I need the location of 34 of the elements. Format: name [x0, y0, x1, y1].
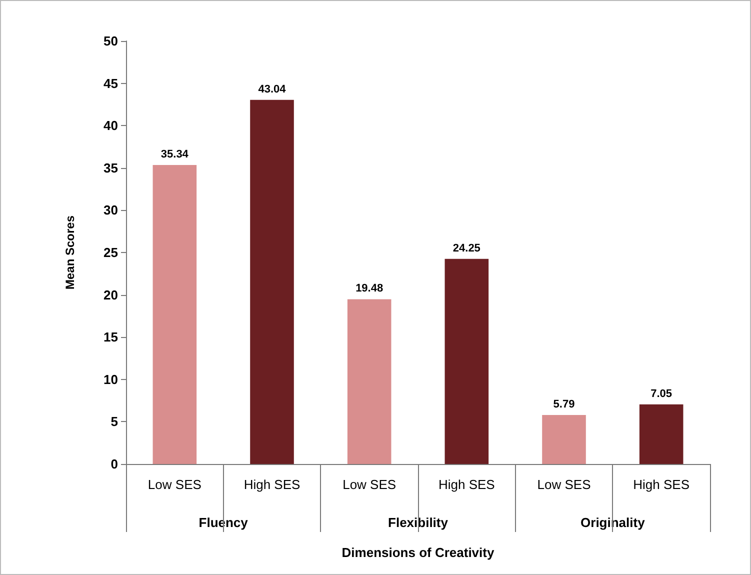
data-label: 19.48 — [356, 282, 384, 295]
y-tick-label: 50 — [104, 34, 118, 48]
text: Fluency — [198, 515, 249, 530]
y-tick-label: 5 — [110, 414, 118, 430]
x-tick-label: High SES — [438, 477, 496, 492]
x-tick-label: Low SES — [148, 477, 202, 492]
y-tick-label: 0 — [110, 456, 118, 472]
x-tick-label: Low SES — [342, 477, 396, 492]
bar — [542, 415, 586, 464]
y-tick-label: 30 — [104, 202, 118, 218]
y-tick-label: 10 — [104, 372, 118, 387]
y-axis-title: Mean Scores — [63, 215, 77, 290]
y-tick-label: 15 — [104, 330, 118, 345]
bar — [444, 258, 489, 464]
y-tick-label: 45 — [104, 76, 118, 91]
x-tick-label: Low SES — [537, 477, 592, 492]
bar — [347, 299, 392, 464]
y-tick-label: 35 — [104, 160, 118, 176]
data-label: 5.79 — [553, 398, 575, 411]
x-axis-title: Dimensions of Creativity — [342, 545, 495, 560]
text: Originality — [580, 515, 646, 530]
data-label: 43.04 — [258, 83, 287, 96]
bar — [639, 404, 684, 464]
data-label: 35.34 — [160, 148, 190, 161]
x-tick-label: High SES — [244, 477, 300, 492]
bar — [250, 100, 294, 464]
data-label: 7.05 — [650, 388, 672, 400]
bar — [152, 165, 197, 464]
data-label: 24.25 — [452, 242, 480, 254]
x-tick-label: High SES — [633, 477, 690, 492]
y-tick-label: 20 — [104, 287, 118, 302]
y-tick-label: 25 — [104, 245, 118, 260]
text: Flexibility — [388, 515, 449, 530]
y-tick-label: 40 — [104, 118, 118, 134]
